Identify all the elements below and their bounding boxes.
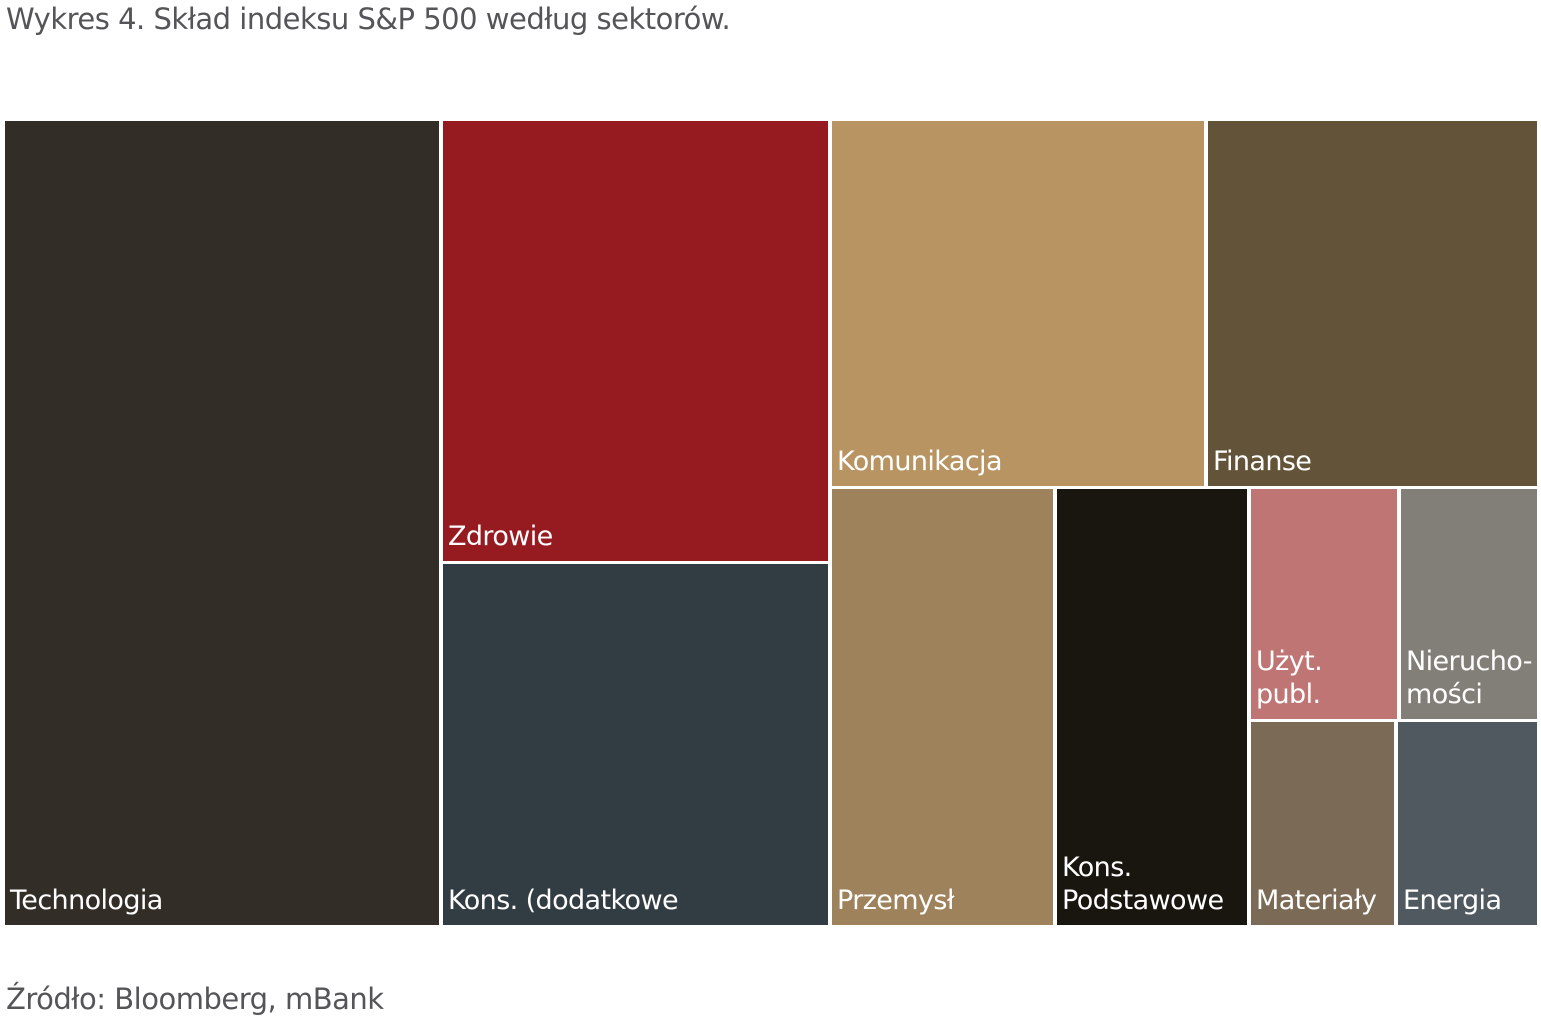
treemap-cell-materiały: Materiały <box>1251 722 1394 925</box>
cell-label-line: Materiały <box>1256 885 1377 916</box>
treemap-cell-technologia: Technologia <box>5 121 439 925</box>
treemap-cell-kons-dodatkowe: Kons. (dodatkowe <box>443 564 828 925</box>
cell-label-line: mości <box>1406 679 1483 710</box>
treemap-cell-energia: Energia <box>1398 722 1537 925</box>
cell-label-line: Energia <box>1403 885 1502 916</box>
treemap-cell-komunikacja: Komunikacja <box>832 121 1204 486</box>
cell-label: Nierucho-mości <box>1406 645 1532 711</box>
cell-label-line: Użyt. <box>1256 646 1323 677</box>
treemap-cell-nieruchomości: Nierucho-mości <box>1401 489 1537 719</box>
cell-label: Materiały <box>1256 884 1377 917</box>
treemap-cell-przemysł: Przemysł <box>832 489 1053 925</box>
cell-label-line: Technologia <box>10 885 163 916</box>
cell-label-line: Komunikacja <box>837 446 1003 477</box>
treemap-cell-zdrowie: Zdrowie <box>443 121 828 561</box>
cell-label: Energia <box>1403 884 1502 917</box>
cell-label-line: Zdrowie <box>448 521 553 552</box>
cell-label: Użyt. publ. <box>1256 645 1323 711</box>
treemap-cell-finanse: Finanse <box>1208 121 1537 486</box>
cell-label: Zdrowie <box>448 520 553 553</box>
treemap-cell-użyt-publ: Użyt. publ. <box>1251 489 1397 719</box>
cell-label-line: Przemysł <box>837 885 955 916</box>
cell-label-line: publ. <box>1256 679 1321 710</box>
cell-label: Finanse <box>1213 445 1312 478</box>
cell-label: Kons. Podstawowe <box>1062 851 1224 917</box>
cell-label: Technologia <box>10 884 163 917</box>
cell-label-line: Kons. (dodatkowe <box>448 885 679 916</box>
cell-label: Przemysł <box>837 884 955 917</box>
cell-label: Kons. (dodatkowe <box>448 884 679 917</box>
cell-label-line: Podstawowe <box>1062 885 1224 916</box>
cell-label-line: Kons. <box>1062 852 1132 883</box>
chart-source: Źródło: Bloomberg, mBank <box>6 982 384 1016</box>
chart-title: Wykres 4. Skład indeksu S&P 500 według s… <box>6 2 731 36</box>
cell-label-line: Finanse <box>1213 446 1312 477</box>
cell-label: Komunikacja <box>837 445 1003 478</box>
cell-label-line: Nierucho- <box>1406 646 1532 677</box>
treemap-cell-kons-podstawowe: Kons. Podstawowe <box>1057 489 1247 925</box>
